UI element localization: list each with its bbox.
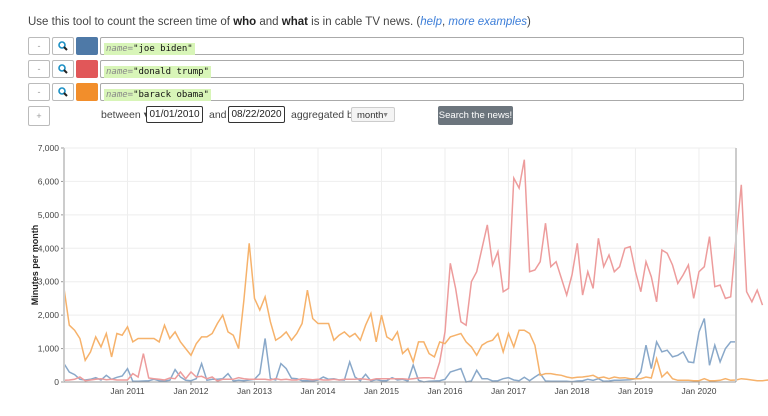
x-tick-label: Jan 2011 xyxy=(110,386,145,396)
y-tick-label: 1,000 xyxy=(38,344,60,354)
intro-and: and xyxy=(256,16,282,28)
y-tick-label: 4,000 xyxy=(38,243,60,253)
magnifier-icon[interactable] xyxy=(52,37,74,55)
series-line-barack-obama xyxy=(63,243,768,382)
y-tick-label: 6,000 xyxy=(38,176,60,186)
query-value: "barack obama" xyxy=(133,90,209,100)
y-tick-label: 5,000 xyxy=(38,210,60,220)
query-row-biden: - name="joe biden" xyxy=(28,37,744,55)
add-row-button[interactable]: + xyxy=(28,106,50,126)
controls-bar: + between ▾ 01/01/2010 and 08/22/2020 ag… xyxy=(28,106,548,126)
query-input[interactable]: name="joe biden" xyxy=(100,37,744,55)
query-row-trump: - name="donald trump" xyxy=(28,60,744,78)
remove-row-button[interactable]: - xyxy=(28,37,50,55)
intro-close: ) xyxy=(527,16,531,28)
x-tick-label: Jan 2014 xyxy=(300,386,335,396)
magnifier-icon[interactable] xyxy=(52,60,74,78)
query-key: name= xyxy=(106,67,134,77)
end-date-input[interactable]: 08/22/2020 xyxy=(228,106,285,123)
and-label: and xyxy=(209,109,227,121)
aggregation-value: month xyxy=(357,110,384,121)
remove-row-button[interactable]: - xyxy=(28,83,50,101)
x-tick-label: Jan 2018 xyxy=(554,386,589,396)
color-swatch[interactable] xyxy=(76,37,98,55)
intro-who: who xyxy=(233,16,257,28)
magnifier-icon[interactable] xyxy=(52,83,74,101)
remove-row-button[interactable]: - xyxy=(28,60,50,78)
search-button[interactable]: Search the news! xyxy=(438,106,513,125)
x-tick-label: Jan 2015 xyxy=(364,386,399,396)
series-line-donald-trump xyxy=(63,159,764,382)
x-tick-label: Jan 2013 xyxy=(237,386,272,396)
query-value: "donald trump" xyxy=(133,67,209,77)
query-input[interactable]: name="donald trump" xyxy=(100,60,744,78)
start-date-input[interactable]: 01/01/2010 xyxy=(146,106,203,123)
x-tick-label: Jan 2020 xyxy=(681,386,716,396)
x-tick-label: Jan 2016 xyxy=(427,386,462,396)
y-tick-label: 3,000 xyxy=(38,277,60,287)
query-key: name= xyxy=(106,90,134,100)
chart-axes: 0 1,000 2,000 3,000 4,000 5,000 6,000 7,000 Jan … xyxy=(38,143,737,396)
intro-prefix: Use this tool to count the screen time o… xyxy=(28,16,234,28)
y-tick-label: 2,000 xyxy=(38,310,60,320)
chart-grid xyxy=(64,147,736,383)
query-key: name= xyxy=(106,44,134,54)
intro-what: what xyxy=(281,16,308,28)
aggregation-select[interactable]: month ▼ xyxy=(351,107,395,122)
query-value: "joe biden" xyxy=(133,44,193,54)
query-input[interactable]: name="barack obama" xyxy=(100,83,744,101)
color-swatch[interactable] xyxy=(76,60,98,78)
more-examples-link[interactable]: more examples xyxy=(448,16,528,28)
y-tick-label: 0 xyxy=(54,377,59,387)
intro-text: Use this tool to count the screen time o… xyxy=(28,16,531,28)
help-link[interactable]: help xyxy=(420,16,442,28)
aggregated-label: aggregated by xyxy=(291,109,359,121)
chart-lines xyxy=(63,159,768,383)
x-tick-label: Jan 2019 xyxy=(618,386,653,396)
x-tick-label: Jan 2012 xyxy=(173,386,208,396)
intro-comma: , xyxy=(442,16,449,28)
color-swatch[interactable] xyxy=(76,83,98,101)
query-row-obama: - name="barack obama" xyxy=(28,83,744,101)
y-tick-label: 7,000 xyxy=(38,143,60,153)
y-axis-label: Minutes per month xyxy=(30,225,40,306)
chevron-down-icon: ▼ xyxy=(382,112,389,119)
intro-suffix: is in cable TV news. ( xyxy=(307,16,421,28)
series-line-joe-biden xyxy=(63,318,736,383)
x-tick-label: Jan 2017 xyxy=(491,386,526,396)
between-dropdown[interactable]: between ▾ xyxy=(101,109,149,121)
